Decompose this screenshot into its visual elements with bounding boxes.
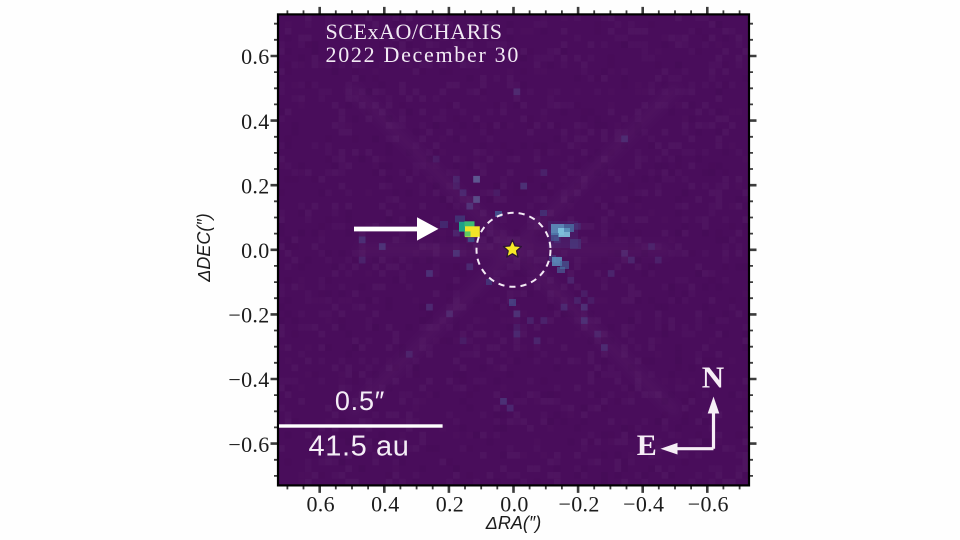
svg-text:0.4: 0.4 [371, 492, 399, 517]
svg-text:0.4: 0.4 [241, 109, 269, 134]
svg-text:41.5 au: 41.5 au [309, 431, 410, 463]
svg-text:0.0: 0.0 [241, 238, 269, 263]
svg-text:0.2: 0.2 [436, 492, 464, 517]
svg-text:2022 December 30: 2022 December 30 [326, 42, 521, 67]
svg-text:0.6: 0.6 [306, 492, 334, 517]
svg-text:ΔDEC(″): ΔDEC(″) [194, 213, 214, 282]
svg-text:0.0: 0.0 [500, 492, 528, 517]
svg-text:0.5″: 0.5″ [335, 386, 385, 416]
svg-text:−0.4: −0.4 [623, 492, 664, 517]
svg-text:−0.2: −0.2 [228, 303, 269, 328]
svg-text:−0.6: −0.6 [688, 492, 729, 517]
svg-text:−0.4: −0.4 [228, 367, 269, 392]
svg-text:−0.6: −0.6 [228, 432, 269, 457]
svg-text:−0.2: −0.2 [559, 492, 600, 517]
svg-text:N: N [702, 360, 724, 395]
svg-text:E: E [637, 429, 657, 462]
svg-text:0.2: 0.2 [241, 173, 269, 198]
svg-text:SCExAO/CHARIS: SCExAO/CHARIS [326, 19, 503, 44]
svg-text:ΔRA(″): ΔRA(″) [485, 513, 541, 533]
svg-text:0.6: 0.6 [241, 44, 269, 69]
